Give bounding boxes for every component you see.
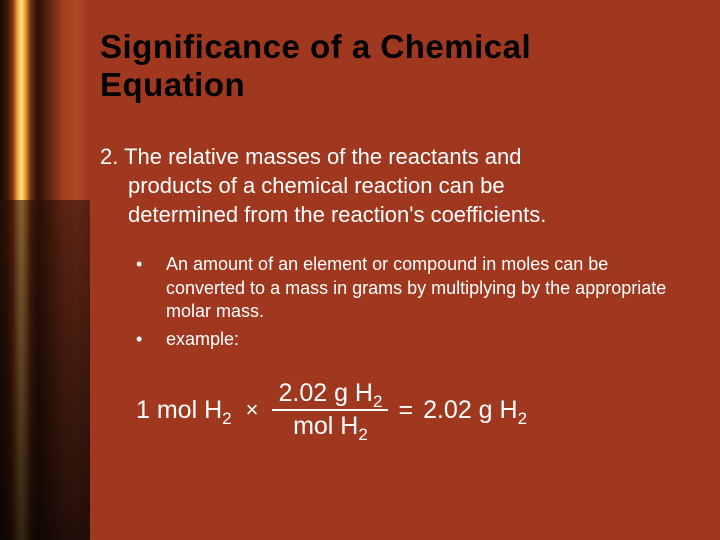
point-line3: determined from the reaction's coefficie… xyxy=(100,200,672,229)
eq-frac-num-text: 2.02 g H xyxy=(278,379,373,407)
equals-symbol: = xyxy=(398,396,413,425)
eq-right-text: 2.02 g H xyxy=(423,396,518,424)
point-line1: The relative masses of the reactants and xyxy=(124,144,521,169)
eq-right: 2.02 g H2 xyxy=(423,396,527,425)
eq-right-sub: 2 xyxy=(518,409,527,428)
eq-left-text: 1 mol H xyxy=(136,396,222,424)
eq-frac-num-sub: 2 xyxy=(373,392,382,411)
eq-frac-den-sub: 2 xyxy=(358,425,367,444)
point-line2: products of a chemical reaction can be xyxy=(100,171,672,200)
eq-frac-den: mol H2 xyxy=(287,411,374,441)
multiply-symbol: × xyxy=(242,397,263,423)
eq-left-sub: 2 xyxy=(222,409,231,428)
point-number: 2. xyxy=(100,144,118,169)
eq-fraction: 2.02 g H2 mol H2 xyxy=(272,380,388,441)
equation: 1 mol H2 × 2.02 g H2 mol H2 = 2.02 g H2 xyxy=(136,380,672,441)
slide-content: Significance of a Chemical Equation 2. T… xyxy=(0,0,720,540)
bullet-list: An amount of an element or compound in m… xyxy=(100,253,672,352)
slide-title: Significance of a Chemical Equation xyxy=(100,28,672,104)
eq-frac-num: 2.02 g H2 xyxy=(272,380,388,410)
numbered-point: 2. The relative masses of the reactants … xyxy=(100,142,672,229)
bullet-item: An amount of an element or compound in m… xyxy=(136,253,672,324)
bullet-item: example: xyxy=(136,328,672,352)
eq-frac-den-text: mol H xyxy=(293,412,358,440)
eq-left: 1 mol H2 xyxy=(136,396,232,425)
